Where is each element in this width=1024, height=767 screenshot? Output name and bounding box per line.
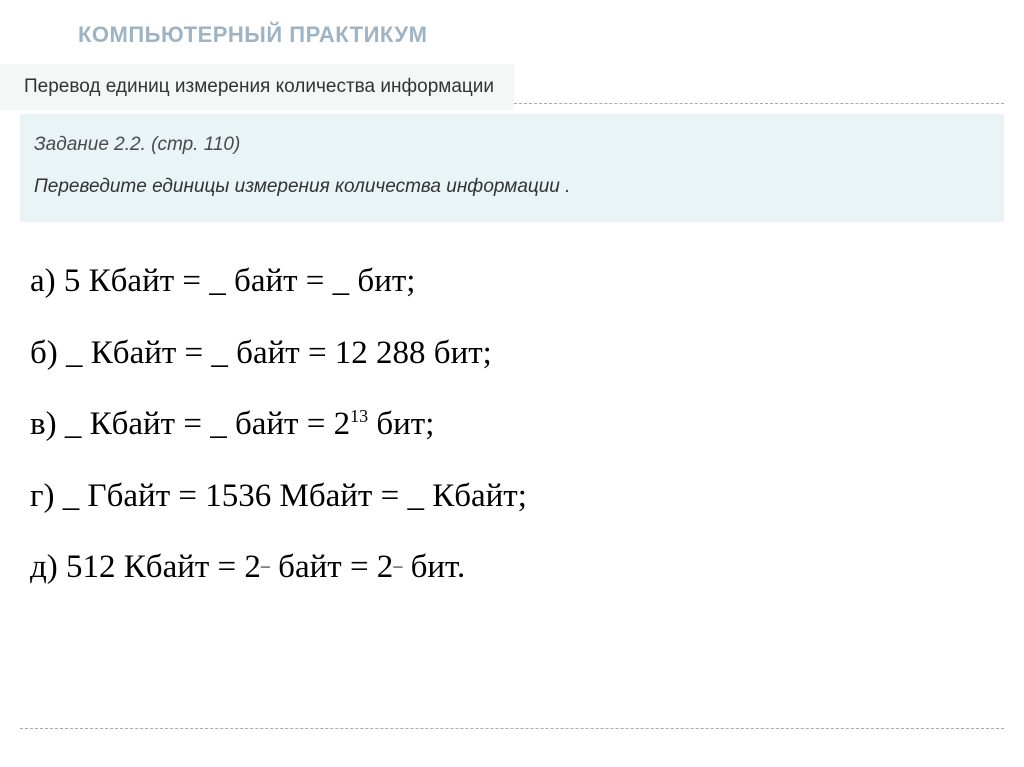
answer-c-before: в) _ Кбайт = _ байт = 2 <box>30 406 350 442</box>
task-box: Задание 2.2. (стр. 110) Переведите едини… <box>20 114 1004 222</box>
task-number: Задание 2.2. (стр. 110) <box>34 134 990 156</box>
answer-c-sup: 13 <box>350 406 368 426</box>
answer-d-mid: байт = 2 <box>270 549 393 585</box>
answer-c: в) _ Кбайт = _ байт = 213 бит; <box>30 405 1024 445</box>
section-bar: Перевод единиц измерения количества инфо… <box>0 64 1024 110</box>
answer-d-before1: д) 512 Кбайт = 2 <box>30 549 261 585</box>
answer-d-sup1: _ <box>261 549 270 569</box>
answer-d-after: бит. <box>402 549 465 585</box>
page-title: КОМПЬЮТЕРНЫЙ ПРАКТИКУМ <box>0 0 1024 64</box>
answer-b: б) _ Кбайт = _ байт = 12 288 бит; <box>30 334 1024 374</box>
task-text: Переведите единицы измерения количества … <box>34 176 990 198</box>
answer-a: а) 5 Кбайт = _ байт = _ бит; <box>30 262 1024 302</box>
section-divider <box>514 64 1004 104</box>
answer-g: г) _ Гбайт = 1536 Мбайт = _ Кбайт; <box>30 477 1024 517</box>
answers-block: а) 5 Кбайт = _ байт = _ бит; б) _ Кбайт … <box>0 222 1024 588</box>
answer-c-after: бит; <box>368 406 434 442</box>
bottom-divider <box>20 728 1004 729</box>
answer-d-sup2: _ <box>393 549 402 569</box>
section-label: Перевод единиц измерения количества инфо… <box>0 64 514 110</box>
answer-d: д) 512 Кбайт = 2_ байт = 2_ бит. <box>30 548 1024 588</box>
